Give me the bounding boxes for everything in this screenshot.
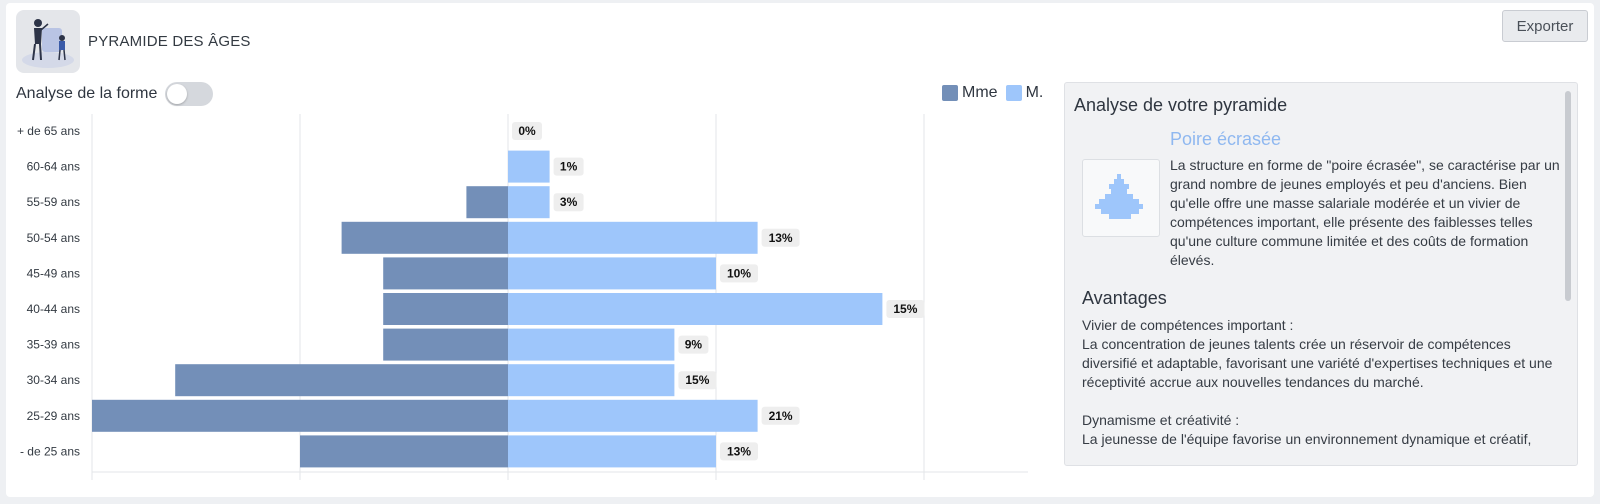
analysis-title: Analyse de votre pyramide xyxy=(1074,95,1288,115)
data-label-bg xyxy=(761,228,800,247)
shape-analysis-toggle-row: Analyse de la forme xyxy=(16,82,214,106)
advantage-item: Dynamisme et créativité : La jeunesse de… xyxy=(1082,411,1560,449)
legend-label-female: Mme xyxy=(962,84,998,101)
toggle-label: Analyse de la forme xyxy=(16,85,158,102)
y-tick-label: 45-49 ans xyxy=(27,266,80,280)
y-tick-label: - de 25 ans xyxy=(20,444,80,458)
pyramid-shape-icon xyxy=(1082,159,1160,237)
y-tick-label: 55-59 ans xyxy=(27,195,80,209)
shape-description: La structure en forme de "poire écrasée"… xyxy=(1170,157,1560,268)
bar-male xyxy=(508,150,550,183)
legend-item-male: M. xyxy=(1005,84,1044,102)
bar-female xyxy=(383,257,508,290)
advantage-title: Dynamisme et créativité : xyxy=(1082,412,1240,428)
bar-female xyxy=(92,399,508,432)
page-title: PYRAMIDE DES ÂGES xyxy=(88,33,251,50)
legend-swatch-female xyxy=(942,85,958,101)
data-label: 9% xyxy=(685,338,703,352)
family-illustration-icon xyxy=(16,10,80,73)
chart-legend: Mme M. xyxy=(942,84,1051,102)
bar-male xyxy=(508,293,883,325)
y-tick-label: 30-34 ans xyxy=(27,373,80,387)
bar-female xyxy=(383,293,508,325)
data-label-bg xyxy=(761,406,800,425)
panel-scrollbar[interactable] xyxy=(1565,91,1571,301)
bar-male xyxy=(508,257,716,290)
legend-label-male: M. xyxy=(1025,84,1044,101)
bar-male xyxy=(508,328,675,361)
data-label-bg xyxy=(553,157,584,176)
legend-swatch-male xyxy=(1005,85,1022,101)
bar-female xyxy=(383,328,508,361)
bar-female xyxy=(300,435,508,468)
bar-female xyxy=(175,364,508,397)
data-label-bg xyxy=(678,371,717,390)
toggle-knob xyxy=(167,84,188,104)
y-tick-label: 60-64 ans xyxy=(27,160,80,174)
data-label-bg xyxy=(678,335,709,354)
bar-male xyxy=(508,221,758,254)
advantage-text: La jeunesse de l'équipe favorise un envi… xyxy=(1082,431,1532,447)
data-label: 13% xyxy=(769,231,793,245)
analysis-panel: Analyse de votre pyramide Poire écrasée … xyxy=(1064,82,1578,466)
advantage-text: La concentration de jeunes talents crée … xyxy=(1082,336,1553,390)
bar-female xyxy=(341,221,508,254)
y-tick-label: 25-29 ans xyxy=(27,409,80,423)
data-label-bg xyxy=(886,300,925,318)
data-label: 0% xyxy=(518,124,536,138)
advantage-item: Vivier de compétences important : La con… xyxy=(1082,316,1560,392)
bar-male xyxy=(508,435,716,468)
data-label: 3% xyxy=(560,195,578,209)
data-label: 21% xyxy=(769,409,793,423)
bar-male xyxy=(508,364,675,397)
y-tick-label: + de 65 ans xyxy=(17,124,80,138)
data-label: 15% xyxy=(893,302,917,316)
y-tick-label: 35-39 ans xyxy=(27,338,80,352)
export-button[interactable]: Exporter xyxy=(1502,10,1588,42)
bar-male xyxy=(508,186,550,219)
bar-female xyxy=(466,186,508,219)
legend-item-female: Mme xyxy=(942,84,998,102)
advantages-title: Avantages xyxy=(1082,288,1167,308)
age-pyramid-chart: + de 65 ans 0% 60-64 ans 1% 55-59 ans 3% 50-54… xyxy=(17,114,1028,480)
y-tick-label: 50-54 ans xyxy=(27,231,80,245)
data-label: 1% xyxy=(560,160,578,174)
data-label-bg xyxy=(720,264,758,283)
shape-name: Poire écrasée xyxy=(1170,129,1282,149)
advantages-list: Vivier de compétences important : La con… xyxy=(1082,316,1560,465)
y-tick-label: 40-44 ans xyxy=(27,302,80,316)
advantage-title: Vivier de compétences important : xyxy=(1082,317,1294,333)
data-label-bg xyxy=(720,442,758,461)
data-label: 10% xyxy=(727,266,751,280)
data-label-bg xyxy=(553,193,584,212)
shape-analysis-toggle[interactable] xyxy=(165,82,214,106)
data-label-bg xyxy=(512,122,542,140)
data-label: 15% xyxy=(685,373,709,387)
data-label: 13% xyxy=(727,444,751,458)
bar-male xyxy=(508,399,758,432)
